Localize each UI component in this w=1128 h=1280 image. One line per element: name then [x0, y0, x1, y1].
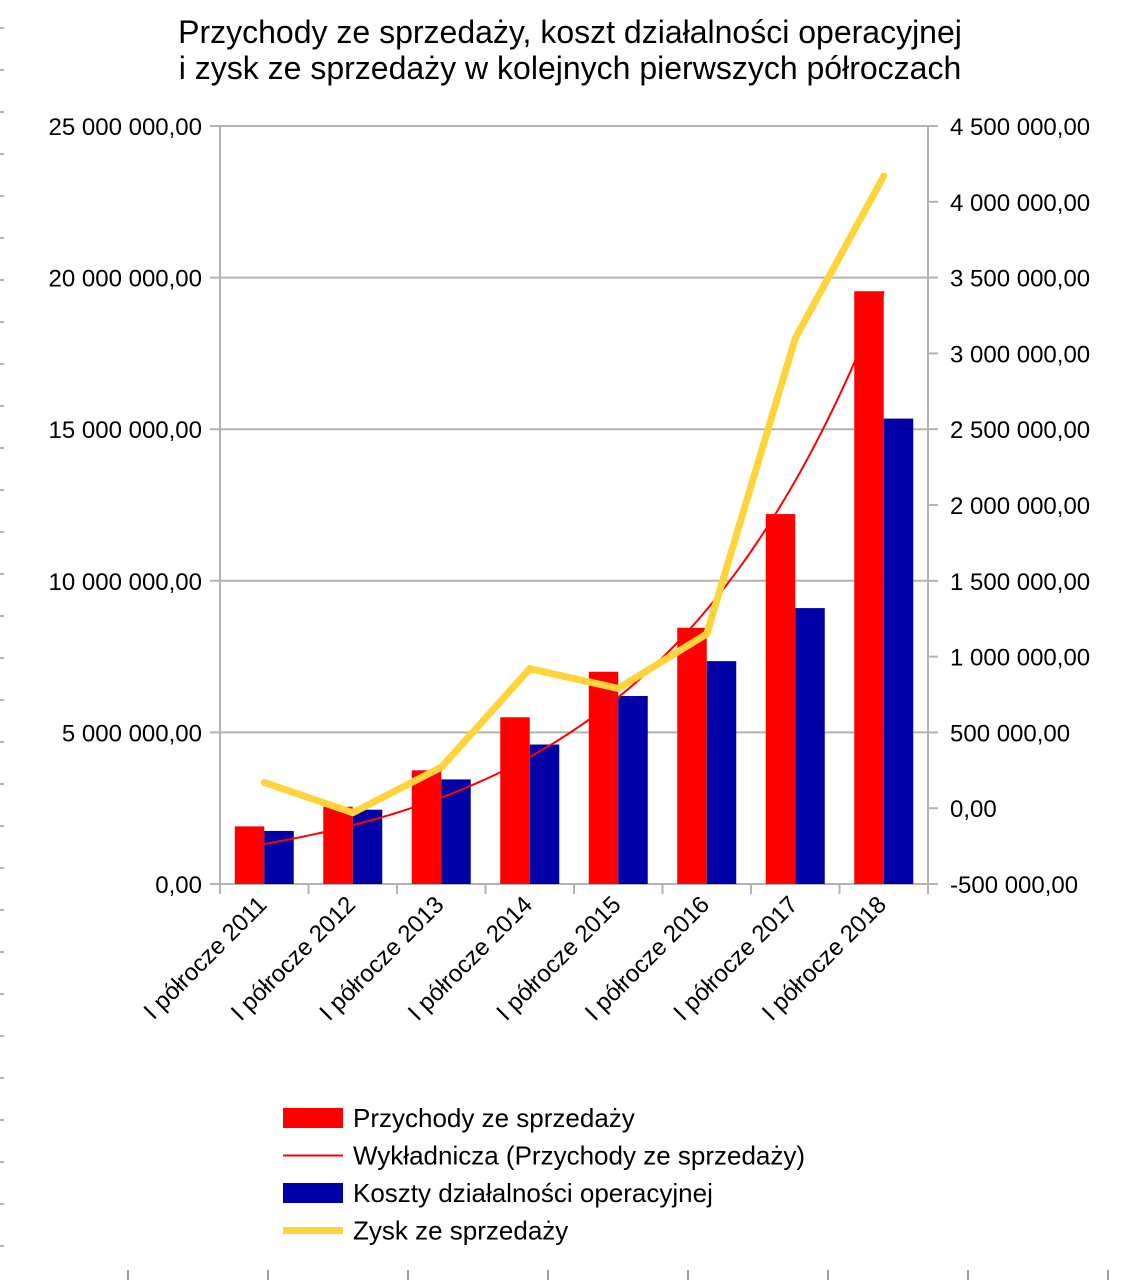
revenue-bar — [500, 717, 530, 884]
legend-label: Koszty działalności operacyjnej — [353, 1178, 713, 1208]
revenue-bar — [234, 826, 265, 884]
left-axis-tick-label: 5 000 000,00 — [62, 720, 202, 747]
cost-bar — [795, 608, 825, 884]
right-axis-tick-label: 1 500 000,00 — [950, 569, 1090, 596]
cost-bar — [529, 744, 560, 884]
left-axis-tick-label: 0,00 — [155, 872, 202, 899]
page-edge-marks — [0, 27, 1109, 1280]
revenue-bar — [588, 671, 619, 884]
chart-title: Przychody ze sprzedaży, koszt działalnoś… — [178, 14, 962, 86]
legend-label: Wykładnicza (Przychody ze sprzedaży) — [353, 1141, 805, 1171]
left-axis-tick-label: 10 000 000,00 — [49, 569, 202, 596]
legend: Przychody ze sprzedaży Wykładnicza (Przyc… — [283, 1103, 805, 1246]
right-axis-tick-label: 1 000 000,00 — [950, 645, 1090, 672]
left-axis-tick-label: 15 000 000,00 — [49, 417, 202, 444]
left-axis-tick-labels: 0,00 5 000 000,00 10 000 000,00 15 000 000,… — [49, 114, 202, 899]
right-axis-tick-label: 3 000 000,00 — [950, 341, 1090, 368]
revenue-bar — [854, 291, 884, 884]
legend-swatch — [283, 1183, 343, 1203]
profit-line — [260, 172, 888, 817]
right-axis-tick-label: 2 500 000,00 — [950, 417, 1090, 444]
right-axis-tick-label: 2 000 000,00 — [950, 493, 1090, 520]
right-axis-tick-label: -500 000,00 — [950, 872, 1078, 899]
revenue-bar — [765, 514, 796, 884]
cost-bar — [706, 661, 737, 884]
right-axis-tick-label: 3 500 000,00 — [950, 266, 1090, 293]
cost-bar — [441, 779, 471, 884]
left-axis-tick-label: 25 000 000,00 — [49, 114, 202, 141]
legend-label: Przychody ze sprzedaży — [353, 1103, 635, 1133]
chart-title-line-1: Przychody ze sprzedaży, koszt działalnoś… — [178, 14, 962, 50]
axes — [219, 125, 938, 894]
revenue-bar — [677, 627, 707, 884]
chart-title-line-2: i zysk ze sprzedaży w kolejnych pierwszy… — [179, 50, 962, 86]
right-axis-tick-label: 500 000,00 — [950, 720, 1070, 747]
left-axis-tick-label: 20 000 000,00 — [49, 266, 202, 293]
right-axis-tick-label: 0,00 — [950, 796, 997, 823]
legend-swatch — [283, 1108, 343, 1128]
right-axis-tick-label: 4 500 000,00 — [950, 114, 1090, 141]
revenue-bar — [411, 770, 442, 884]
bars — [234, 291, 914, 884]
legend-label: Zysk ze sprzedaży — [353, 1216, 568, 1246]
right-axis-tick-labels: -500 000,00 0,00 500 000,00 1 000 000,00 1 5… — [950, 114, 1090, 899]
profit-line — [260, 172, 888, 817]
revenue-bar — [323, 806, 353, 884]
cost-bar — [883, 418, 914, 884]
trendline — [264, 291, 885, 845]
right-axis-tick-label: 4 000 000,00 — [950, 190, 1090, 217]
cost-bar — [618, 696, 648, 884]
exponential-trendline — [264, 291, 885, 845]
